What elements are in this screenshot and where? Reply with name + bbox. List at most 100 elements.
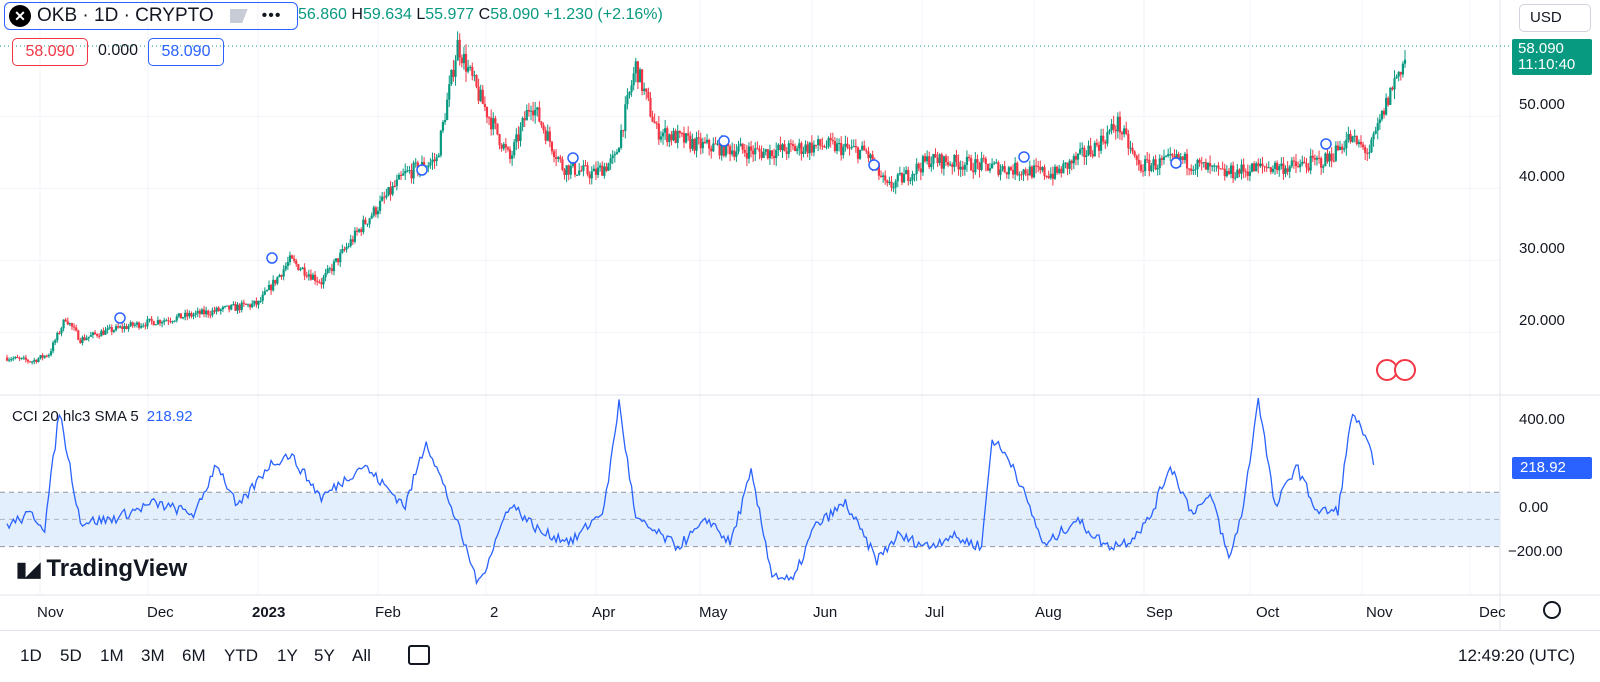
- candle-body: [741, 143, 744, 150]
- candle-body: [789, 143, 792, 145]
- open-value: 56.860: [298, 6, 347, 23]
- candle-body: [957, 161, 960, 170]
- range-6m[interactable]: 6M: [182, 646, 206, 665]
- time-axis-label: Feb: [375, 604, 401, 621]
- candle-body: [83, 337, 86, 340]
- candle-body: [905, 170, 908, 174]
- candle-body: [1196, 159, 1199, 170]
- candle-body: [1089, 145, 1092, 155]
- candle-body: [970, 158, 973, 171]
- candle-body: [299, 269, 302, 271]
- candle-body: [98, 335, 101, 337]
- range-all[interactable]: All: [352, 646, 371, 665]
- candle-body: [483, 103, 486, 107]
- candle-body: [223, 306, 227, 308]
- event-marker: [1170, 157, 1182, 169]
- candle-body: [341, 249, 344, 253]
- candle-body: [955, 154, 958, 162]
- candle-body: [395, 179, 398, 187]
- candle-body: [1035, 165, 1038, 167]
- candle-body: [1223, 168, 1226, 177]
- candle-body: [835, 143, 839, 152]
- candle-body: [1043, 167, 1046, 176]
- chart-canvas[interactable]: [0, 0, 1600, 630]
- symbol-legend[interactable]: ✕ OKB · 1D · CRYPTO •••: [4, 2, 298, 30]
- event-marker: [266, 252, 278, 264]
- candle-body: [370, 215, 373, 219]
- candle-body: [525, 110, 528, 121]
- candle-body: [1183, 153, 1187, 161]
- candle-body: [293, 258, 296, 261]
- calendar-icon[interactable]: [408, 645, 430, 665]
- visibility-icon[interactable]: [229, 9, 248, 23]
- candle-body: [534, 109, 537, 116]
- candle-body: [1114, 129, 1117, 132]
- candle-body: [930, 163, 933, 168]
- candle-body: [689, 135, 692, 149]
- range-ytd[interactable]: YTD: [224, 646, 258, 665]
- candle-body: [527, 110, 530, 112]
- candle-body: [119, 326, 122, 328]
- tradingview-logo[interactable]: ▮◢ TradingView: [16, 555, 187, 583]
- currency-select[interactable]: USD: [1519, 4, 1591, 32]
- candle-body: [152, 321, 155, 326]
- candle-body: [961, 166, 964, 170]
- cci-legend[interactable]: CCI 20 hlc3 SMA 5 218.92: [12, 408, 193, 425]
- spread-value: 0.000: [97, 42, 139, 59]
- candle-body: [85, 338, 88, 340]
- range-3m[interactable]: 3M: [141, 646, 165, 665]
- clock-display[interactable]: 12:49:20 (UTC): [1458, 646, 1576, 665]
- candle-body: [1032, 165, 1036, 178]
- candle-body: [1099, 135, 1103, 151]
- candle-body: [940, 154, 943, 169]
- candle-body: [837, 142, 841, 144]
- candle-body: [378, 200, 382, 211]
- candle-body: [1309, 155, 1312, 171]
- candle-body: [316, 280, 319, 282]
- candle-body: [980, 158, 983, 170]
- candle-body: [194, 313, 197, 315]
- range-1d[interactable]: 1D: [20, 646, 42, 665]
- candle-body: [110, 327, 113, 332]
- candle-body: [1349, 133, 1352, 142]
- candle-body: [1240, 164, 1243, 174]
- more-options-icon[interactable]: •••: [261, 7, 282, 24]
- candle-body: [372, 207, 375, 216]
- candle-body: [144, 325, 147, 327]
- candle-body: [1051, 173, 1054, 179]
- buy-button[interactable]: 58.090: [148, 38, 224, 66]
- candle-body: [1238, 169, 1241, 174]
- candle-body: [205, 310, 208, 315]
- candle-body: [215, 307, 218, 312]
- candle-body: [16, 356, 19, 358]
- candle-body: [1154, 159, 1157, 170]
- candle-body: [573, 162, 577, 175]
- candle-body: [762, 151, 765, 158]
- candle-body: [72, 326, 76, 328]
- candle-body: [100, 330, 103, 337]
- range-1m[interactable]: 1M: [100, 646, 124, 665]
- candle-body: [1116, 116, 1119, 132]
- candle-body: [265, 290, 268, 292]
- range-1y[interactable]: 1Y: [277, 646, 298, 665]
- candle-body: [682, 133, 686, 143]
- candle-body: [148, 318, 151, 320]
- settings-icon[interactable]: [1543, 601, 1561, 619]
- range-5y[interactable]: 5Y: [314, 646, 335, 665]
- sell-button[interactable]: 58.090: [12, 38, 88, 66]
- candle-body: [664, 128, 667, 133]
- cci-legend-title: CCI 20 hlc3 SMA 5: [12, 408, 139, 425]
- candle-body: [724, 140, 728, 156]
- candle-body: [1074, 156, 1078, 160]
- candle-body: [173, 320, 176, 322]
- candle-body: [993, 162, 996, 164]
- candle-body: [60, 328, 63, 334]
- candle-body: [150, 318, 153, 322]
- candle-body: [362, 219, 365, 233]
- candle-body: [928, 156, 931, 168]
- candle-body: [871, 154, 874, 164]
- range-5d[interactable]: 5D: [60, 646, 82, 665]
- candle-body: [865, 150, 868, 152]
- candle-body: [697, 137, 700, 139]
- candle-body: [754, 148, 757, 155]
